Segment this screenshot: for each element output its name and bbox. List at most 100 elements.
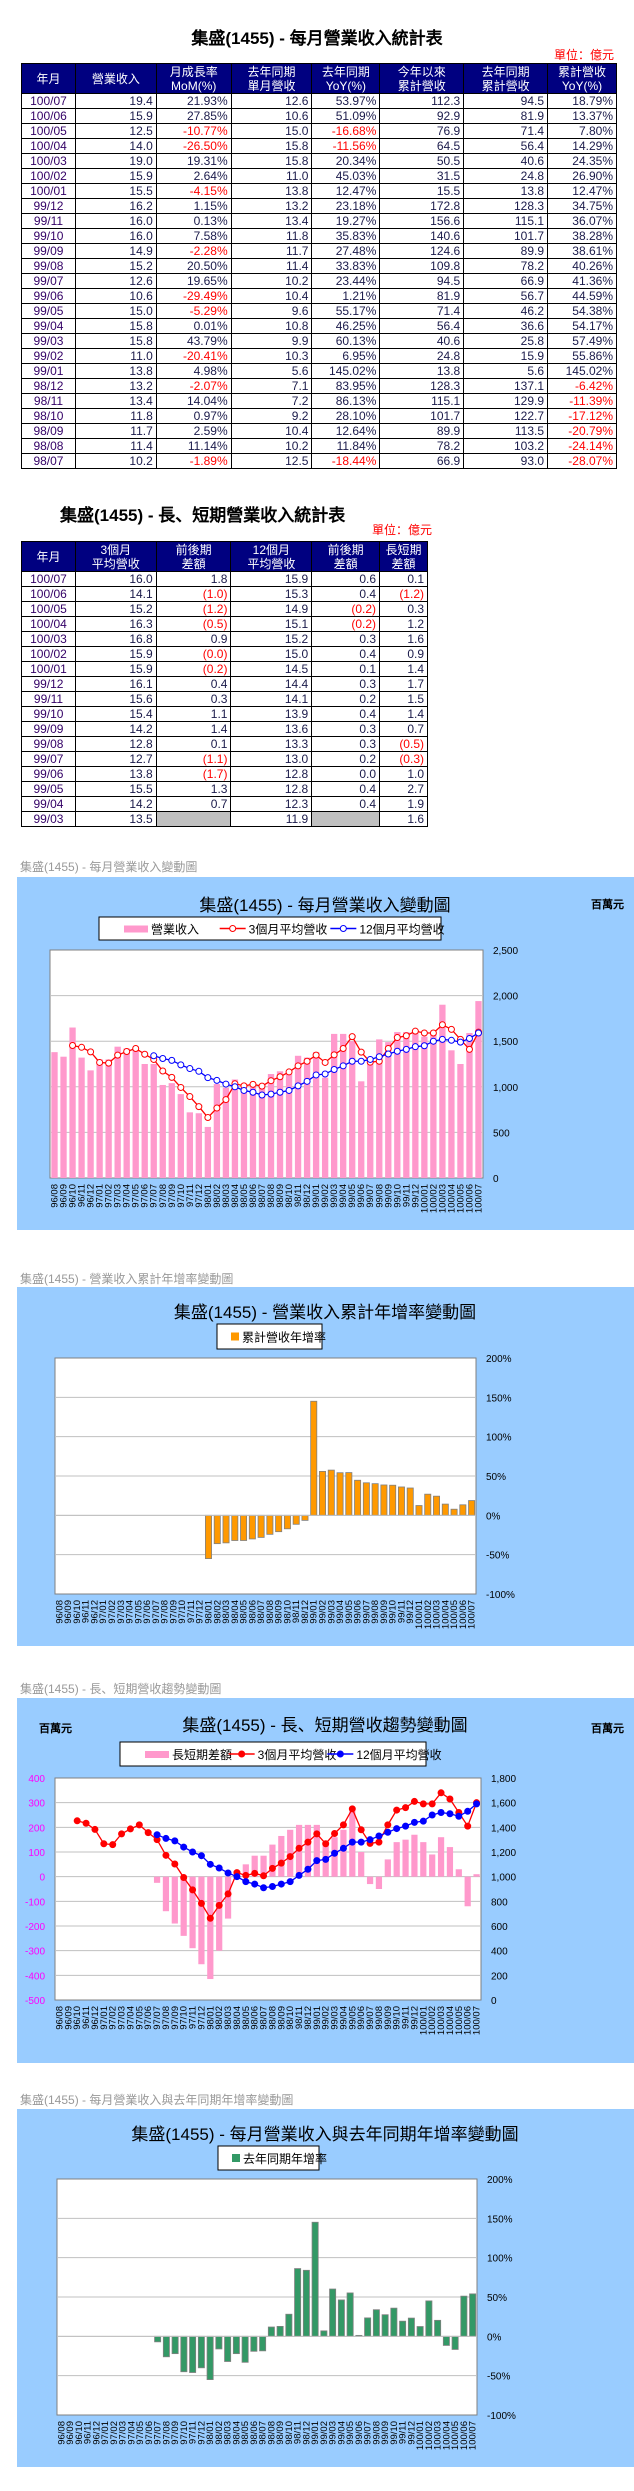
y-tick-label: -100% [487, 2411, 516, 2422]
x-tick-label: 99/10 [392, 2006, 403, 2030]
monthly-yoy-chart-panel: 集盛(1455) - 每月營業收入與去年同期年增率變動圖 -100% -50% 0% 5… [17, 2109, 634, 2467]
bar [415, 1505, 423, 1516]
x-tick-label: 96/09 [63, 1600, 74, 1624]
x-tick-label: 100/02 [427, 2006, 438, 2035]
data-point [195, 1103, 203, 1111]
trend-revenue-table: 年月 3個月 平均營收 前後期 差額 12個月 平均營收 前後期 差額 長短期 差額 100/07 16… [21, 541, 428, 827]
table-cell: 24.8 [463, 168, 549, 184]
bar [180, 2335, 188, 2373]
table-cell: 41.36% [547, 273, 617, 289]
bar [437, 1837, 445, 1877]
table-cell: 14.04% [155, 393, 232, 409]
bar [354, 1479, 362, 1516]
x-tick-label: 97/07 [152, 2006, 163, 2030]
table-cell: 23.18% [311, 198, 381, 214]
x-tick-label: 99/11 [396, 1600, 407, 1623]
x-tick-label: 97/08 [160, 1600, 171, 1624]
legend-label: 長短期差額 [172, 1748, 232, 1762]
table-cell: 19.27% [311, 213, 381, 229]
x-tick-label: 100/04 [446, 1184, 457, 1213]
data-point [189, 1848, 197, 1856]
table-cell: 14.9 [230, 601, 313, 617]
x-tick-label: 97/03 [113, 1184, 124, 1208]
data-point [268, 1864, 276, 1872]
table-cell: 16.8 [74, 631, 157, 647]
x-tick-label: 99/08 [371, 2421, 382, 2445]
x-tick-label: 97/03 [118, 2421, 129, 2445]
bar [403, 1032, 410, 1178]
x-tick-label: 98/03 [221, 1600, 232, 1624]
table-cell: 9.2 [230, 408, 313, 424]
data-point [312, 1071, 320, 1079]
bar [189, 2335, 197, 2373]
bar [346, 2292, 354, 2337]
data-point [465, 1034, 473, 1042]
data-point [410, 1797, 418, 1805]
x-tick-label: 97/04 [125, 1600, 136, 1624]
x-tick-label: 97/11 [186, 1600, 197, 1623]
x-tick-label: 96/08 [54, 2006, 65, 2030]
table-cell: 34.75% [547, 198, 617, 214]
table-cell: 11.9 [230, 811, 313, 827]
data-point [419, 1817, 427, 1825]
table-cell: -6.42% [547, 378, 617, 394]
x-tick-label: 98/09 [275, 2421, 286, 2445]
x-tick-label: 98/07 [257, 1184, 268, 1208]
x-tick-label: 97/03 [116, 1600, 127, 1624]
x-tick-label: 96/08 [54, 1600, 65, 1624]
data-point [258, 1082, 266, 1090]
bar [402, 1839, 409, 1877]
bar [446, 1847, 454, 1877]
x-tick-label: 98/03 [221, 1184, 232, 1208]
table-cell [311, 811, 381, 827]
table-cell: 0.1 [379, 571, 428, 587]
y-tick-label: 1,200 [491, 1848, 516, 1859]
y-tick-label: -100% [486, 1590, 515, 1601]
table-cell: 1.2 [379, 616, 428, 632]
bar [367, 1063, 374, 1178]
data-point [420, 1029, 428, 1037]
data-point [69, 1041, 77, 1049]
table-row: 99/12 16.2 1.15% 13.2 23.18% 172.8 128.3 34.75% [21, 198, 617, 214]
bar [380, 1484, 388, 1516]
table-cell: 38.61% [547, 243, 617, 259]
row-month: 99/03 [21, 333, 76, 349]
table-cell: 94.5 [379, 273, 465, 289]
table-cell: (1.1) [155, 751, 232, 767]
data-point [123, 1048, 131, 1056]
x-tick-label: 97/02 [108, 2006, 119, 2030]
bar [275, 1514, 283, 1533]
bar [434, 2319, 442, 2337]
bar [320, 2330, 328, 2337]
bar [241, 2335, 249, 2363]
table-cell: 40.6 [379, 333, 465, 349]
y-tick-label: 0 [493, 1174, 499, 1185]
bar [207, 1876, 214, 1980]
bar [362, 1482, 370, 1516]
table-row: 99/10 15.4 1.1 13.9 0.4 1.4 [21, 706, 428, 722]
table-cell: 12.8 [74, 736, 157, 752]
row-month: 98/09 [21, 423, 76, 439]
x-tick-label: 97/12 [196, 2006, 207, 2030]
data-point [357, 1826, 365, 1834]
table-cell: 81.9 [463, 108, 549, 124]
bar [330, 1033, 338, 1178]
table-row: 99/07 12.6 19.65% 10.2 23.44% 94.5 66.9 41.36% [21, 273, 617, 289]
row-month: 99/07 [21, 751, 76, 767]
data-point [171, 1837, 179, 1845]
bar [313, 1824, 320, 1877]
table-cell: 94.5 [463, 93, 549, 109]
bar [168, 1083, 175, 1178]
data-point [303, 1077, 311, 1085]
x-tick-label: 99/09 [383, 2006, 394, 2030]
legend-label: 累計營收年增率 [242, 1330, 326, 1345]
x-tick-label: 98/02 [214, 2421, 225, 2445]
bar [276, 1071, 284, 1178]
x-tick-label: 97/01 [95, 1184, 106, 1208]
bar [141, 1064, 148, 1178]
data-point [312, 1051, 320, 1059]
table-cell: 1.9 [379, 796, 428, 812]
x-tick-label: 97/10 [179, 2006, 190, 2030]
x-tick-label: 100/05 [455, 1184, 466, 1213]
table-cell: 44.59% [547, 288, 617, 304]
